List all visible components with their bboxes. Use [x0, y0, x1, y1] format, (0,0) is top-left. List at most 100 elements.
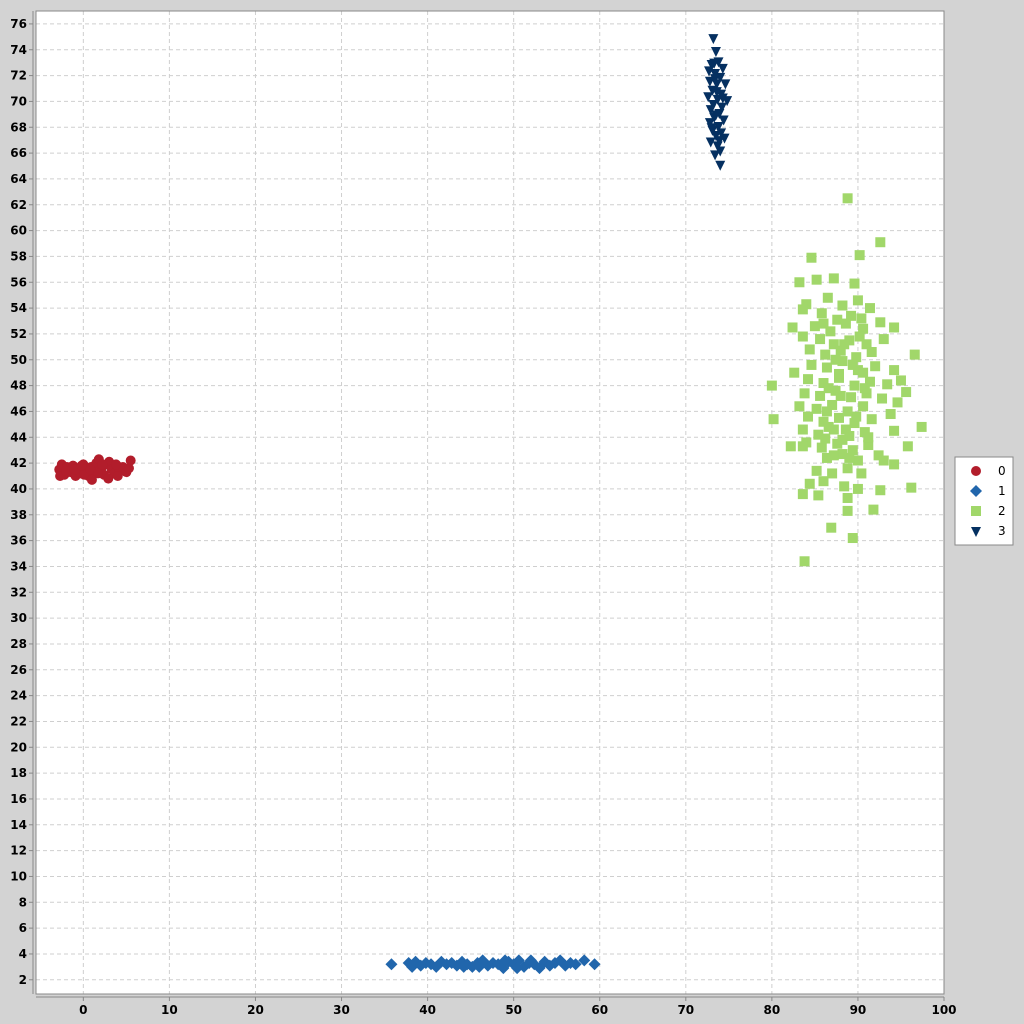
legend-box	[954, 456, 1014, 546]
data-point	[818, 476, 829, 487]
y-tick-label: 22	[10, 714, 27, 728]
data-point	[705, 137, 716, 148]
data-point	[823, 383, 834, 394]
data-point	[710, 131, 721, 142]
data-point	[828, 450, 839, 461]
data-point	[858, 367, 869, 378]
data-point	[821, 362, 832, 373]
data-point	[875, 237, 886, 248]
data-point	[385, 958, 398, 971]
plot-border	[35, 10, 945, 995]
x-tick-label: 90	[850, 1003, 867, 1017]
data-point	[846, 310, 857, 321]
y-tick-label: 56	[10, 275, 27, 289]
y-tick-label: 14	[10, 818, 27, 832]
data-point	[839, 339, 850, 350]
data-point	[708, 34, 719, 45]
data-point	[820, 349, 831, 360]
data-point	[828, 424, 839, 435]
data-point	[866, 414, 877, 425]
data-point	[112, 471, 123, 482]
data-point	[815, 390, 826, 401]
y-tick-label: 44	[10, 430, 27, 444]
y-tick-label: 52	[10, 327, 27, 341]
data-point	[86, 474, 97, 485]
data-point	[705, 105, 716, 116]
data-point	[473, 960, 486, 973]
data-point	[840, 318, 851, 329]
series-1	[385, 954, 601, 975]
data-point	[892, 397, 903, 408]
data-point	[864, 303, 875, 314]
data-point	[797, 424, 808, 435]
data-point	[840, 424, 851, 435]
data-point	[839, 481, 850, 492]
data-point	[794, 277, 805, 288]
data-point	[716, 128, 727, 139]
data-point	[827, 399, 838, 410]
data-point	[797, 441, 808, 452]
data-point	[714, 136, 725, 147]
data-point	[711, 87, 722, 98]
data-point	[858, 401, 869, 412]
y-tick-label: 66	[10, 146, 27, 160]
data-point	[830, 385, 841, 396]
data-point	[851, 411, 862, 422]
x-tick-label: 50	[505, 1003, 522, 1017]
data-point	[885, 409, 896, 420]
legend-item-1: 1	[970, 484, 1006, 498]
data-point	[822, 292, 833, 303]
data-point	[889, 459, 900, 470]
data-point	[856, 313, 867, 324]
data-point	[875, 485, 886, 496]
x-tick-label: 100	[931, 1003, 956, 1017]
data-point	[902, 441, 913, 452]
data-point	[895, 375, 906, 386]
x-tick-label: 40	[419, 1003, 436, 1017]
y-tick-label: 48	[10, 379, 27, 393]
y-tick-label: 2	[19, 973, 27, 987]
data-point	[806, 252, 817, 263]
data-point	[889, 365, 900, 376]
data-point	[76, 460, 87, 471]
data-point	[578, 954, 591, 967]
data-point	[849, 380, 860, 391]
data-point	[511, 962, 524, 975]
data-point	[785, 441, 796, 452]
data-points	[54, 34, 927, 975]
data-point	[849, 418, 860, 429]
data-point	[811, 465, 822, 476]
data-point	[818, 378, 829, 389]
data-point	[719, 133, 730, 144]
data-point	[901, 387, 912, 398]
data-point	[813, 490, 824, 501]
data-point	[787, 322, 798, 333]
data-point	[856, 468, 867, 479]
data-point	[499, 954, 512, 967]
y-tick-label: 42	[10, 456, 27, 470]
data-point	[715, 160, 726, 171]
data-point	[123, 463, 134, 474]
data-point	[877, 393, 888, 404]
data-point	[710, 47, 721, 58]
data-point	[852, 295, 863, 306]
y-tick-label: 24	[10, 689, 27, 703]
data-point	[811, 274, 822, 285]
data-point	[716, 102, 727, 113]
data-point	[832, 438, 843, 449]
data-point	[704, 118, 715, 129]
y-tick-label: 76	[10, 17, 27, 31]
data-point	[852, 365, 863, 376]
data-point	[916, 421, 927, 432]
data-point	[842, 406, 853, 417]
data-point	[799, 556, 810, 567]
y-tick-label: 38	[10, 508, 27, 522]
data-point	[842, 463, 853, 474]
legend-marker	[971, 466, 981, 476]
legend-marker	[970, 485, 982, 497]
data-point	[821, 406, 832, 417]
data-point	[797, 489, 808, 500]
series-0	[54, 454, 136, 485]
data-point	[833, 368, 844, 379]
data-point	[828, 339, 839, 350]
